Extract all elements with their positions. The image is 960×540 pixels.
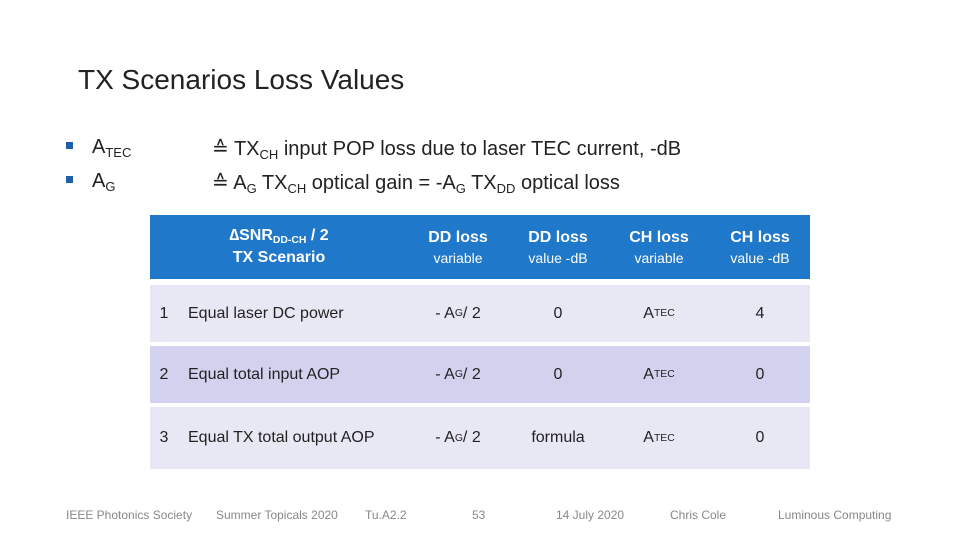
term: AG [92, 170, 115, 194]
header-main: CH loss [730, 229, 790, 247]
dd-value: 0 [553, 304, 563, 322]
row-band [150, 346, 810, 403]
text-run: / 2 [462, 304, 481, 322]
text-run: A [92, 170, 106, 192]
subscript: G [454, 369, 463, 380]
text-run: DD loss [528, 228, 588, 246]
text-run: TX [256, 172, 288, 194]
text-run: input POP loss due to laser TEC current,… [278, 138, 682, 160]
row-number: 1 [159, 304, 169, 322]
ch-value: 0 [755, 429, 765, 446]
header-band [150, 215, 810, 279]
ch-value: 4 [755, 304, 765, 322]
ch-loss: A TEC [608, 346, 710, 403]
header-cell: CH loss value -dB [710, 215, 810, 279]
subscript: DD [496, 180, 516, 196]
definition: ≙ TXCH input POP loss due to laser TEC c… [212, 136, 681, 162]
term: ATEC [92, 136, 131, 160]
bullet [66, 142, 73, 149]
text-run: / 2 [462, 429, 481, 446]
text-run: - A [435, 429, 455, 446]
text-run: CH loss [730, 228, 790, 246]
subscript: TEC [105, 144, 132, 160]
dd-value: formula [531, 429, 585, 446]
text-run: - A [435, 304, 455, 322]
header-main: CH loss [629, 229, 689, 247]
text-run: - A [435, 365, 455, 383]
text-run: ≙ TX [212, 138, 260, 160]
header-second: value -dB [528, 249, 588, 266]
text-run: CH loss [629, 228, 689, 246]
definition: ≙ AG TXCH optical gain = -AG TXDD optica… [212, 170, 620, 196]
subscript: TEC [653, 369, 675, 380]
header-second: TX Scenario [232, 249, 326, 267]
text-run: DD loss [428, 228, 488, 246]
row-number: 2 [159, 365, 169, 383]
header-cell: DD loss value -dB [508, 215, 608, 279]
header-main: DD loss [428, 229, 488, 247]
text-run: A [643, 429, 654, 446]
bullet [66, 176, 73, 183]
subscript: G [454, 432, 463, 444]
text-run: ≙ A [212, 172, 247, 194]
header-cell: CH loss variable [608, 215, 710, 279]
footer-text: Luminous Computing [778, 508, 892, 522]
subscript: TEC [653, 308, 675, 319]
dd-value: 0 [553, 365, 563, 383]
row-band [150, 285, 810, 342]
footer-text: 14 July 2020 [556, 508, 625, 522]
text-run: ∆SNR [229, 226, 273, 244]
header-main: ∆SNRDD-CH / 2 [229, 227, 328, 246]
subscript: DD-CH [272, 235, 307, 247]
row-scenario: Equal laser DC power [188, 304, 344, 322]
subscript: G [454, 308, 463, 319]
row-number: 3 [159, 429, 169, 446]
text-run: / 2 [462, 365, 481, 383]
footer-text: Summer Topicals 2020 [216, 508, 338, 522]
ch-loss: A TEC [608, 407, 710, 469]
header-second: variable [634, 249, 684, 266]
text-run: optical loss [515, 172, 620, 194]
text-run: optical gain = -A [306, 172, 456, 194]
subscript: G [455, 180, 466, 196]
subscript: TEC [653, 432, 675, 444]
header-second: value -dB [730, 249, 790, 266]
row-band [150, 407, 810, 469]
text-run: A [92, 136, 106, 158]
footer-text: IEEE Photonics Society [66, 508, 193, 522]
subscript: CH [287, 180, 307, 196]
subscript: G [105, 178, 116, 194]
header-main: DD loss [528, 229, 588, 247]
text-run: A [643, 304, 654, 322]
text-run: TX [465, 172, 497, 194]
header-cell: DD loss variable [408, 215, 508, 279]
text-run: / 2 [306, 226, 329, 244]
footer-text: Tu.A2.2 [365, 508, 407, 522]
slide-title: TX Scenarios Loss Values [78, 64, 405, 95]
ch-loss: A TEC [608, 285, 710, 342]
row-scenario: Equal TX total output AOP [188, 429, 375, 446]
text-run: A [643, 365, 654, 383]
subscript: CH [259, 146, 279, 162]
footer-text: 53 [472, 508, 486, 522]
footer-text: Chris Cole [670, 508, 727, 522]
header-cell: ∆SNRDD-CH / 2 TX Scenario [150, 215, 408, 279]
subscript: G [246, 180, 257, 196]
header-second: variable [433, 249, 483, 266]
row-scenario: Equal total input AOP [188, 365, 341, 383]
ch-value: 0 [755, 365, 765, 383]
